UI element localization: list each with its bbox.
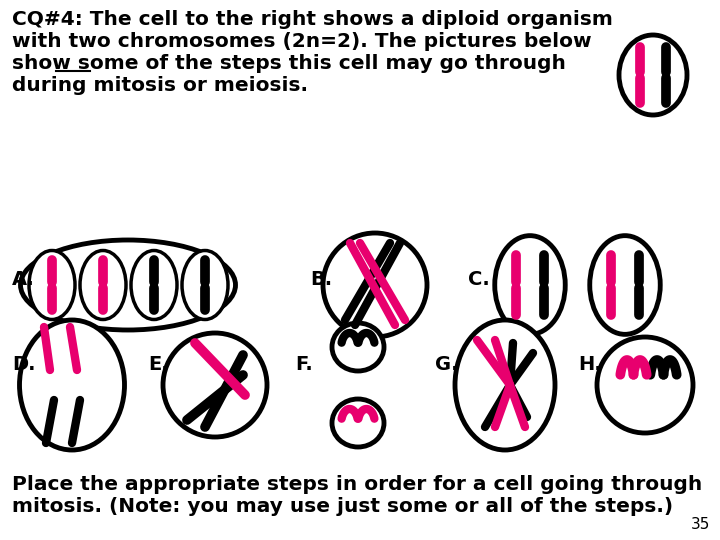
Ellipse shape xyxy=(19,320,125,450)
Text: G.: G. xyxy=(435,355,459,374)
Circle shape xyxy=(49,282,55,288)
Text: A.: A. xyxy=(12,270,35,289)
Text: mitosis. (Note: you may use just some or all of the steps.): mitosis. (Note: you may use just some or… xyxy=(12,497,673,516)
Text: 35: 35 xyxy=(690,517,710,532)
Text: E.: E. xyxy=(148,355,168,374)
Ellipse shape xyxy=(29,251,75,320)
Text: with two chromosomes (2n=2). The pictures below: with two chromosomes (2n=2). The picture… xyxy=(12,32,592,51)
Ellipse shape xyxy=(455,320,555,450)
Text: during mitosis or meiosis.: during mitosis or meiosis. xyxy=(12,76,308,95)
Ellipse shape xyxy=(80,251,126,320)
Text: H.: H. xyxy=(578,355,602,374)
Text: B.: B. xyxy=(310,270,332,289)
Text: Place the appropriate steps in order for a cell going through: Place the appropriate steps in order for… xyxy=(12,475,702,494)
Circle shape xyxy=(100,282,106,288)
Text: C.: C. xyxy=(468,270,490,289)
Ellipse shape xyxy=(590,235,660,334)
Ellipse shape xyxy=(131,251,177,320)
Ellipse shape xyxy=(20,240,235,330)
Circle shape xyxy=(636,282,642,288)
Text: show some of the steps this cell may go through: show some of the steps this cell may go … xyxy=(12,54,566,73)
Circle shape xyxy=(541,282,547,288)
Text: CQ#4: The cell to the right shows a diploid organism: CQ#4: The cell to the right shows a dipl… xyxy=(12,10,613,29)
Circle shape xyxy=(663,72,669,78)
Ellipse shape xyxy=(495,235,565,334)
Ellipse shape xyxy=(619,35,687,115)
Circle shape xyxy=(513,282,519,288)
Circle shape xyxy=(163,333,267,437)
Circle shape xyxy=(202,282,208,288)
Ellipse shape xyxy=(332,323,384,371)
Text: D.: D. xyxy=(12,355,35,374)
Ellipse shape xyxy=(332,399,384,447)
Circle shape xyxy=(323,233,427,337)
Circle shape xyxy=(637,72,643,78)
Circle shape xyxy=(597,337,693,433)
Circle shape xyxy=(151,282,157,288)
Text: F.: F. xyxy=(295,355,312,374)
Ellipse shape xyxy=(182,251,228,320)
Circle shape xyxy=(608,282,614,288)
